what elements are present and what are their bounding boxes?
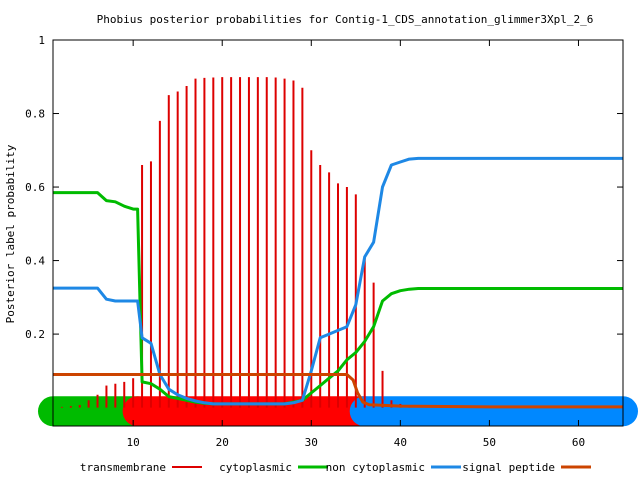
plot-area (38, 77, 638, 427)
x-tick-label-1: 20 (216, 436, 229, 449)
series-line-signal-peptide (53, 373, 623, 409)
axes: 10 20 30 40 50 60 0.2 0.4 0.6 0.8 1 (25, 34, 623, 449)
legend-label-non-cytoplasmic: non cytoplasmic (326, 461, 425, 474)
legend-label-signal-peptide: signal peptide (462, 461, 555, 474)
x-tick-label-2: 30 (305, 436, 318, 449)
legend-label-transmembrane: transmembrane (80, 461, 166, 474)
x-tick-label-4: 50 (483, 436, 496, 449)
y-tick-label-1: 0.4 (25, 255, 45, 268)
y-tick-label-4: 1 (38, 34, 45, 47)
x-tick-label-5: 60 (572, 436, 585, 449)
chart-title: Phobius posterior probabilities for Cont… (97, 13, 594, 26)
plot-frame (52, 39, 624, 427)
y-tick-label-2: 0.6 (25, 181, 45, 194)
y-tick-label-3: 0.8 (25, 108, 45, 121)
series-line-non-cytoplasmic (53, 156, 623, 406)
legend-label-cytoplasmic: cytoplasmic (219, 461, 292, 474)
x-tick-label-0: 10 (127, 436, 140, 449)
y-axis-label: Posterior label probability (4, 144, 17, 323)
legend: transmembrane cytoplasmic non cytoplasmic s… (80, 461, 591, 474)
y-tick-label-0: 0.2 (25, 328, 45, 341)
x-tick-label-3: 40 (394, 436, 407, 449)
